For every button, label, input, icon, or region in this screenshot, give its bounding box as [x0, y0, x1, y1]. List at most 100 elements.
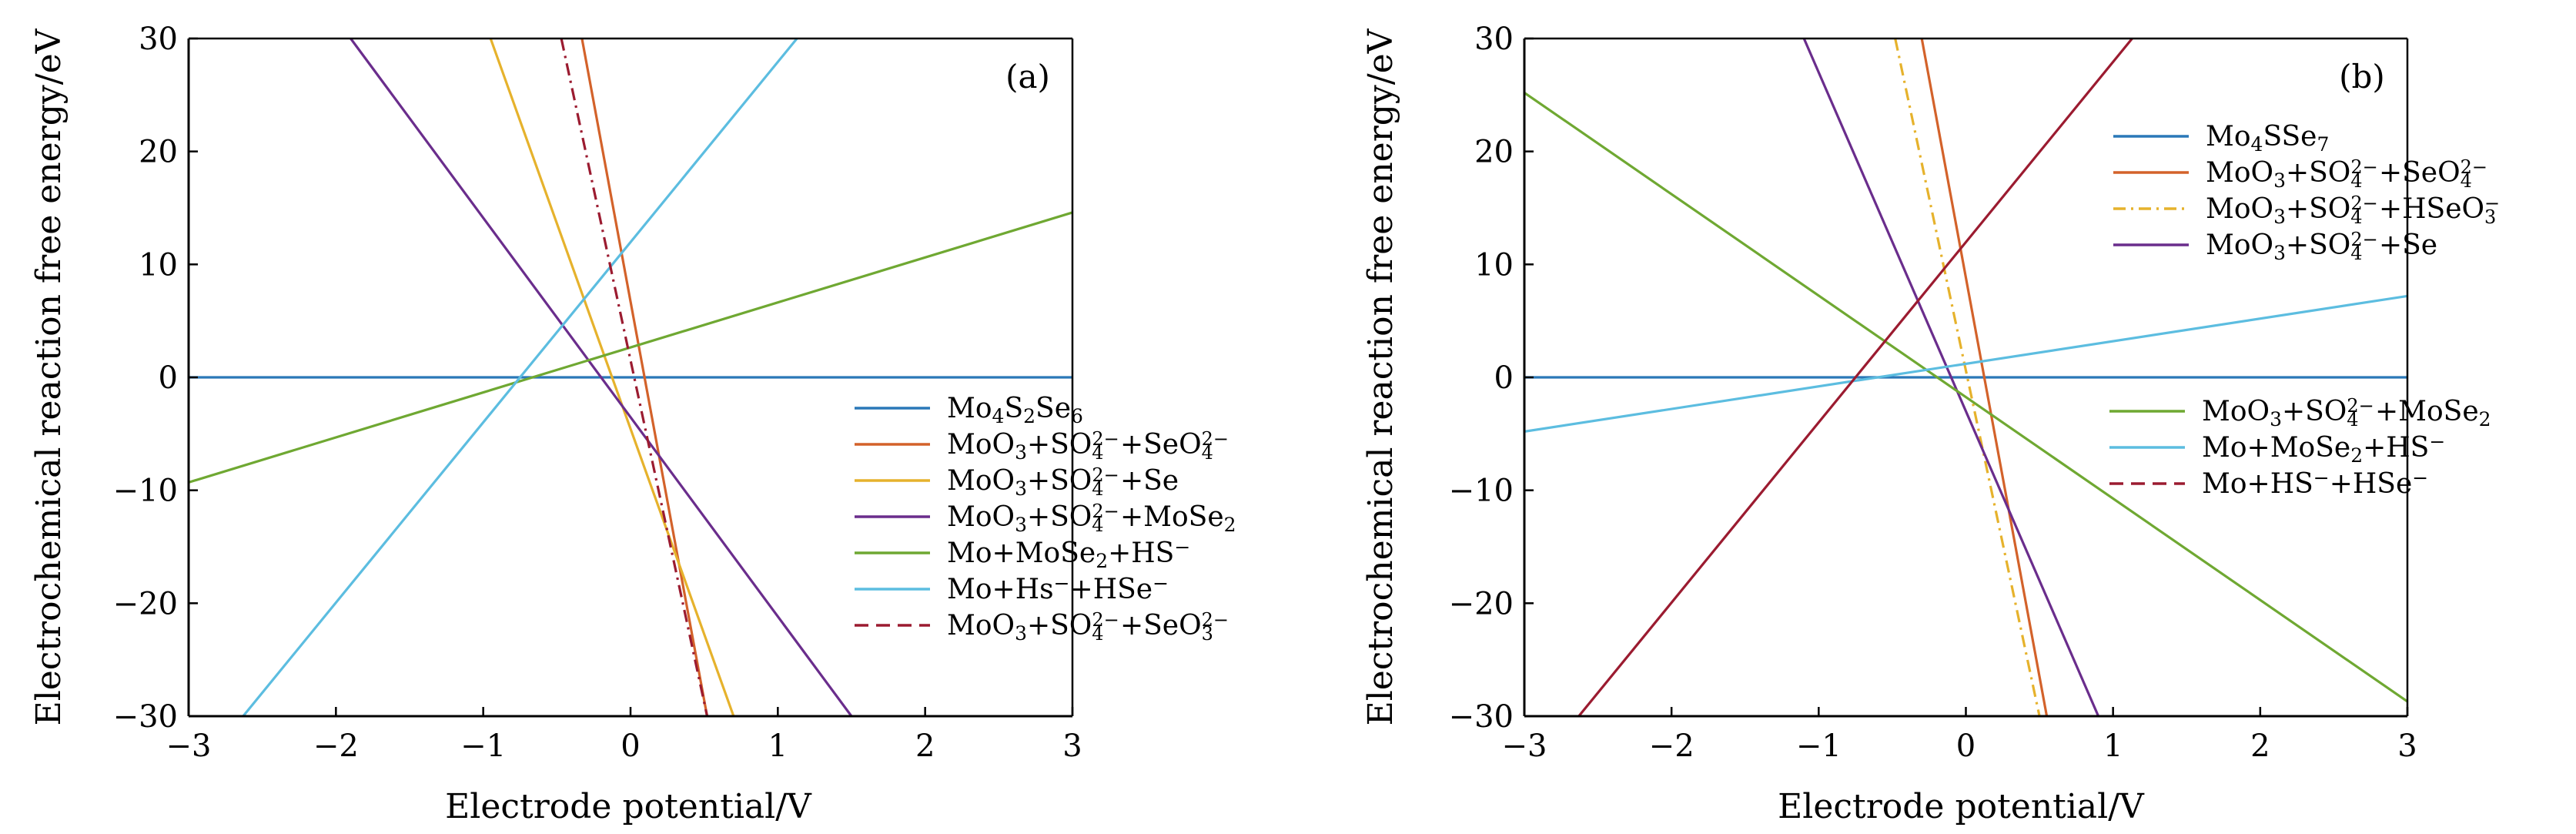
legend-superscript: 2− [2350, 193, 2377, 214]
panel-b-x-tick-label: 1 [2103, 728, 2123, 764]
panel-b-chart: (b) Electrode potential/V Electrochemica… [1361, 22, 2500, 826]
panel-a-series-line-3 [489, 39, 735, 716]
legend-text-part: MoO [2206, 157, 2273, 189]
legend-subscript: 4 [2350, 170, 2362, 192]
legend-superscript: 2− [2350, 229, 2377, 250]
panel-a-label: (a) [1005, 58, 1050, 95]
legend-superscript: − [2484, 193, 2500, 214]
panel-b-series-line-7 [1577, 39, 2133, 716]
legend-subscript: 2 [1023, 405, 1035, 427]
legend-text-part: Mo+MoSe [947, 538, 1096, 569]
panel-b-x-axis-title: Electrode potential/V [1778, 787, 2145, 826]
panel-b-legend-label: Mo+MoSe2+HS− [2202, 430, 2445, 467]
panel-a-series-line-4 [350, 39, 853, 716]
legend-subscript: 4 [1092, 623, 1103, 645]
legend-subscript: 4 [2347, 409, 2358, 430]
panel-b-x-tick-label: 3 [2397, 728, 2417, 764]
panel-a-legend-label: Mo+Hs−+HSe− [947, 572, 1169, 605]
legend-subscript: 4 [992, 405, 1005, 427]
legend-superscript: 2− [1092, 501, 1119, 522]
legend-subscript: 4 [2350, 243, 2362, 264]
legend-superscript: − [2313, 467, 2330, 489]
panel-b-series-line-6 [1524, 294, 2407, 433]
legend-text-part: MoO [2206, 229, 2273, 261]
panel-b-legend-label: MoO3+SO2−4​+Se [2206, 229, 2437, 264]
panel-b-label: (b) [2339, 58, 2385, 95]
legend-superscript: − [2429, 430, 2445, 453]
panel-a-x-tick-label: −1 [460, 728, 506, 764]
legend-text-part: +SO [2286, 193, 2350, 225]
legend-text-part: +HSe [1070, 574, 1153, 605]
legend-text-part: Mo+Hs [947, 574, 1054, 605]
legend-subscript: 4 [1092, 478, 1103, 500]
legend-text-part: +SeO [1120, 610, 1202, 641]
legend-subscript: 4 [1092, 442, 1103, 464]
legend-text-part: +SeO [2379, 157, 2461, 189]
panel-b-series-line-4 [1802, 39, 2100, 716]
legend-text-part: MoO [947, 501, 1015, 533]
panel-b-y-tick-label: 10 [1474, 247, 1514, 283]
legend-text-part: +HS [2363, 432, 2429, 464]
panel-a-series-line-5 [189, 211, 1072, 484]
legend-superscript: − [1174, 536, 1190, 558]
legend-text-part: +SeO [1120, 429, 1202, 461]
legend-subscript: 4 [2461, 170, 2472, 192]
panel-b-x-tick-label: −1 [1796, 728, 1842, 764]
panel-a-legend-label: MoO3+SO2−4​+SeO2−4​ [947, 428, 1229, 464]
legend-subscript: 3 [1202, 623, 1213, 645]
panel-a-y-tick-label: 20 [139, 135, 178, 170]
panel-a-legend-label: MoO3+SO2−4​+Se [947, 464, 1179, 500]
panel-a-legend-label: MoO3+SO2−4​+MoSe2 [947, 501, 1236, 536]
legend-superscript: 2− [1202, 609, 1229, 631]
panel-a-y-tick-label: 30 [139, 22, 178, 57]
legend-text-part: MoO [947, 610, 1015, 641]
legend-text-part: +Se [2379, 229, 2437, 261]
legend-text-part: Mo+MoSe [2202, 432, 2350, 464]
panel-b-series-lines [1524, 39, 2407, 716]
legend-subscript: 6 [1071, 405, 1083, 427]
panel-b-legend-label: MoO3+SO2−4​+HSeO−3​ [2206, 193, 2500, 228]
panel-a-y-tick-label: 10 [139, 247, 178, 283]
legend-text-part: +SO [1027, 501, 1092, 533]
panel-b-y-tick-label: 30 [1474, 22, 1514, 57]
legend-subscript: 7 [2317, 133, 2329, 156]
legend-superscript: 2− [2350, 156, 2377, 178]
panel-a-series-line-6 [242, 39, 798, 716]
panel-a-x-tick-label: −3 [166, 728, 212, 764]
legend-text-part: +HS [1108, 538, 1174, 569]
panel-a-x-tick-label: −2 [313, 728, 359, 764]
panel-b-series-line-3 [1894, 39, 2041, 716]
panel-b-y-tick-label: 0 [1494, 360, 1514, 396]
panel-a-y-tick-label: −10 [113, 474, 178, 509]
panel-a-legend-label: Mo+MoSe2+HS− [947, 536, 1190, 572]
legend-subscript: 4 [1202, 442, 1213, 464]
panel-b-x-tick-label: −3 [1502, 728, 1547, 764]
legend-subscript: 3 [2484, 206, 2496, 228]
legend-text-part: +Se [1120, 465, 1179, 497]
panel-b-legend: Mo4SSe7MoO3+SO2−4​+SeO2−4​MoO3+SO2−4​+HS… [2113, 121, 2500, 264]
panel-a-y-axis-title: Electrochemical reaction free energy/eV [29, 28, 69, 725]
panel-a-y-tick-label: −30 [113, 699, 178, 735]
panel-a-y-tick-label: 0 [159, 360, 178, 396]
legend-superscript: 2− [2461, 156, 2487, 178]
legend-text-part: +SO [2282, 396, 2347, 427]
legend-subscript: 3 [2273, 242, 2286, 264]
legend-text-part: +MoSe [2375, 396, 2479, 427]
legend-text-part: SSe [2263, 121, 2317, 152]
panel-b-legend-label: Mo4SSe7 [2206, 121, 2329, 156]
legend-text-part: +HSeO [2379, 193, 2484, 225]
legend-text-part: +SO [2286, 157, 2350, 189]
legend-superscript: − [1153, 572, 1169, 595]
legend-subscript: 3 [1015, 441, 1027, 464]
legend-superscript: − [1054, 572, 1070, 595]
legend-text-part: MoO [947, 465, 1015, 497]
legend-text-part: Mo [2206, 121, 2251, 152]
panel-b-legend-label: MoO3+SO2−4​+SeO2−4​ [2206, 156, 2487, 192]
legend-text-part: +SO [2286, 229, 2350, 261]
panel-b-legend-label: MoO3+SO2−4​+MoSe2 [2202, 395, 2491, 430]
panel-b-y-axis-title: Electrochemical reaction free energy/eV [1361, 28, 1400, 725]
panel-a-legend: Mo4S2Se6MoO3+SO2−4​+SeO2−4​MoO3+SO2−4​+S… [855, 393, 1236, 645]
legend-subscript: 2 [2350, 444, 2363, 467]
legend-text-part: Se [1035, 393, 1071, 424]
legend-subscript: 2 [1096, 550, 1108, 572]
